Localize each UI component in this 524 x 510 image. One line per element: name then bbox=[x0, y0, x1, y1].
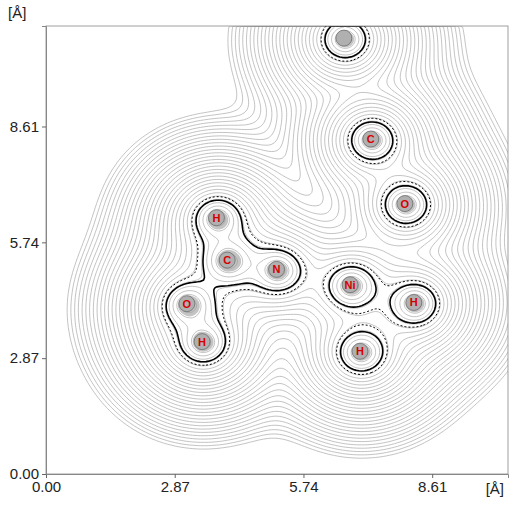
y-axis: 0.00 2.87 5.74 8.61 bbox=[10, 27, 47, 483]
contour-line bbox=[71, 26, 508, 455]
atom-label: H bbox=[356, 345, 364, 357]
atom bbox=[336, 30, 352, 46]
atom-label: N bbox=[273, 263, 281, 275]
x-axis-title: [Å] bbox=[486, 480, 504, 497]
atom bbox=[363, 131, 379, 147]
contour-line bbox=[161, 26, 440, 375]
atom-label: Ni bbox=[345, 279, 356, 291]
tick: 8.61 bbox=[10, 118, 46, 135]
contour-line bbox=[78, 26, 508, 448]
atom bbox=[194, 334, 210, 350]
contour-line bbox=[135, 26, 466, 398]
tick-mark bbox=[42, 126, 46, 127]
atom-label: O bbox=[183, 298, 192, 310]
tick-mark bbox=[42, 358, 46, 359]
contour-line bbox=[146, 26, 455, 388]
contour-line bbox=[123, 26, 477, 408]
atom bbox=[269, 261, 285, 277]
atom bbox=[406, 294, 422, 310]
contour-line bbox=[181, 34, 422, 359]
contour-line bbox=[93, 26, 507, 435]
tick-label: 2.87 bbox=[161, 478, 190, 495]
contour-line bbox=[82, 26, 508, 445]
tick: 2.87 bbox=[161, 474, 190, 495]
atoms bbox=[179, 30, 422, 359]
chart: HCNOHNiHHOC0.002.875.748.610.002.875.748… bbox=[0, 0, 524, 510]
tick: 8.61 bbox=[418, 474, 447, 495]
plot-area bbox=[67, 26, 508, 458]
y-axis-title: [Å] bbox=[8, 4, 26, 21]
tick-label: 8.61 bbox=[418, 478, 447, 495]
atom-label: C bbox=[367, 133, 375, 145]
contour-line bbox=[86, 26, 508, 442]
atom bbox=[342, 277, 358, 293]
atom bbox=[208, 210, 224, 226]
contour-line bbox=[108, 26, 492, 422]
contour-line bbox=[105, 26, 496, 425]
axis-line bbox=[42, 27, 47, 475]
tick-label: 5.74 bbox=[10, 234, 39, 251]
contour-line bbox=[139, 26, 463, 395]
contour-line bbox=[127, 26, 473, 405]
tick-label: 0.00 bbox=[10, 465, 39, 482]
tick-mark bbox=[42, 242, 46, 243]
contour-line bbox=[131, 26, 470, 402]
tick: 2.87 bbox=[10, 349, 46, 366]
contour-line bbox=[75, 26, 508, 452]
contours bbox=[67, 26, 508, 458]
plot-frame bbox=[46, 26, 508, 474]
atom bbox=[219, 252, 235, 268]
contour-line bbox=[150, 26, 451, 385]
boundary-dashed bbox=[162, 26, 439, 374]
tick-label: 5.74 bbox=[289, 478, 318, 495]
tick: 5.74 bbox=[289, 474, 318, 495]
atom-label: H bbox=[410, 296, 418, 308]
x-axis: 0.002.875.748.61 bbox=[32, 474, 509, 495]
atom-labels: H C N O H Ni H H O C bbox=[183, 133, 418, 357]
atom-label: C bbox=[223, 254, 231, 266]
atom bbox=[397, 196, 413, 212]
atom-label: H bbox=[198, 336, 206, 348]
contour-line bbox=[67, 26, 508, 458]
contour-line bbox=[169, 26, 433, 368]
atom-label: H bbox=[212, 212, 220, 224]
tick: 0.00 bbox=[10, 465, 46, 482]
contour-line bbox=[90, 26, 508, 438]
contour-line bbox=[112, 26, 488, 418]
boundary-line bbox=[166, 26, 435, 371]
contour-line bbox=[116, 26, 485, 415]
contour-line bbox=[154, 26, 448, 382]
atom-label: O bbox=[401, 198, 410, 210]
atom bbox=[179, 296, 195, 312]
tick-label: 2.87 bbox=[10, 349, 39, 366]
tick-label: 8.61 bbox=[10, 118, 39, 135]
tick: 5.74 bbox=[10, 234, 46, 251]
contour-line bbox=[158, 26, 444, 378]
contour-line bbox=[120, 26, 481, 412]
contour-line bbox=[173, 26, 429, 365]
contour-line bbox=[97, 26, 503, 432]
tick-mark bbox=[42, 474, 46, 475]
contour-line bbox=[101, 26, 500, 428]
atom bbox=[352, 343, 368, 359]
contour-line bbox=[142, 26, 458, 392]
